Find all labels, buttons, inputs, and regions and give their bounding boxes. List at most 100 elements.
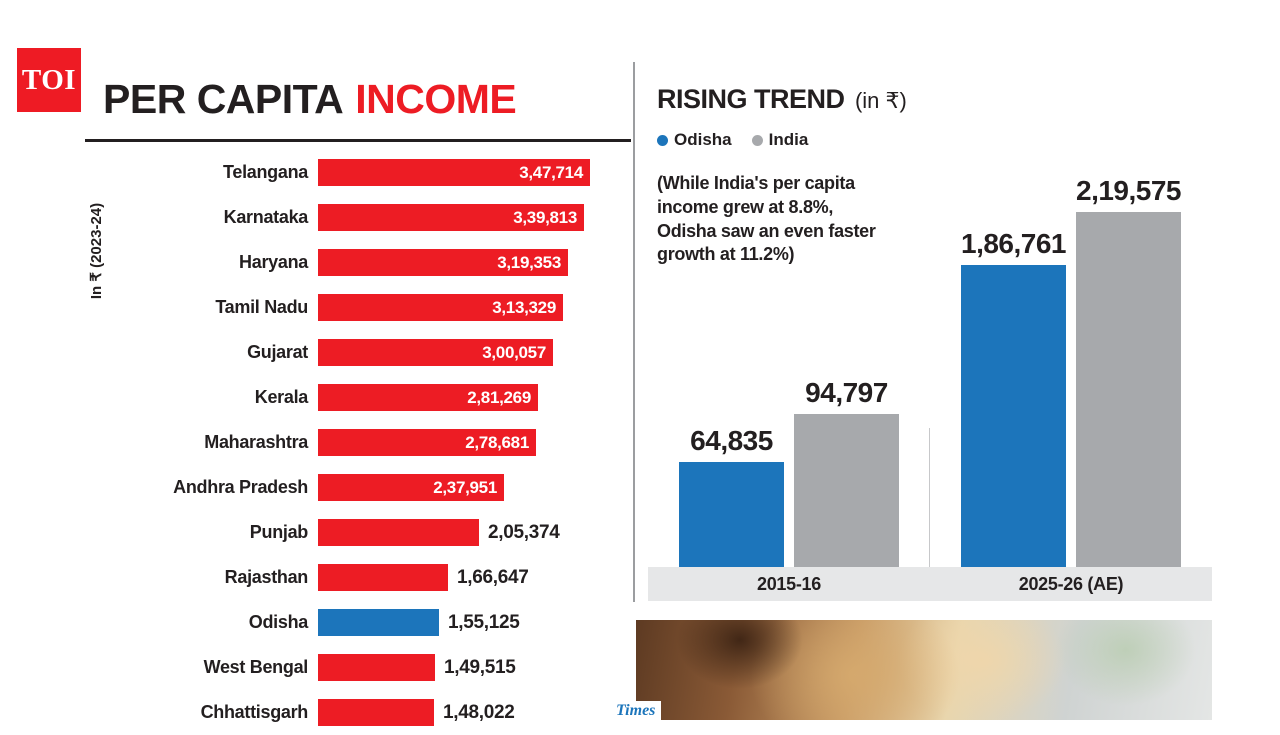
bar-row: Tamil Nadu 3,13,329	[120, 285, 632, 330]
trend-title-unit: (in ₹)	[854, 88, 907, 113]
trend-bar-chart: 64,835 94,797 1,86,761 2,19,575	[648, 150, 1212, 567]
state-label: Odisha	[248, 612, 309, 632]
trend-title: RISING TREND (in ₹)	[657, 84, 907, 115]
bar-track: 1,48,022	[318, 699, 632, 726]
legend-label: India	[768, 130, 809, 149]
state-value: 1,49,515	[444, 656, 516, 678]
infographic: TOI PER CAPITA INCOME In ₹ (2023-24) Tela…	[17, 48, 1212, 726]
trend-group-divider	[929, 428, 930, 600]
state-value: 1,48,022	[443, 701, 515, 723]
trend-bar-column: 2,19,575	[1076, 175, 1182, 567]
state-label: Punjab	[249, 522, 309, 542]
state-label: Chhattisgarh	[200, 702, 309, 722]
state-value: 2,37,951	[433, 477, 497, 497]
state-value: 3,39,813	[513, 207, 577, 227]
bar-track: 2,05,374	[318, 519, 632, 546]
state-bar: 3,47,714	[318, 159, 590, 186]
bar-track: 3,19,353	[318, 249, 632, 276]
bar-row: Telangana 3,47,714	[120, 150, 632, 195]
state-bar: 3,13,329	[318, 294, 563, 321]
state-value: 1,55,125	[448, 611, 520, 633]
state-bar: 3,39,813	[318, 204, 584, 231]
state-value: 3,47,714	[519, 162, 583, 182]
state-value: 2,05,374	[488, 521, 560, 543]
bar-track: 3,47,714	[318, 159, 632, 186]
trend-title-text: RISING TREND	[657, 84, 845, 114]
trend-bar-column: 64,835	[679, 425, 784, 567]
state-value: 3,00,057	[482, 342, 546, 362]
bar-track: 2,78,681	[318, 429, 632, 456]
legend-dot-icon	[657, 134, 668, 146]
state-label: West Bengal	[203, 657, 309, 677]
state-value: 2,81,269	[467, 387, 531, 407]
state-bar: 3,19,353	[318, 249, 568, 276]
legend-label: Odisha	[674, 130, 732, 149]
x-axis-label: 2015-16	[757, 574, 821, 594]
state-label: Andhra Pradesh	[173, 477, 308, 497]
trend-group: 1,86,761 2,19,575	[930, 150, 1212, 567]
bar-track: 1,66,647	[318, 564, 632, 591]
bar-track: 2,81,269	[318, 384, 632, 411]
bar-row: Kerala 2,81,269	[120, 375, 632, 420]
state-label: Tamil Nadu	[215, 297, 308, 317]
bar-row: Andhra Pradesh 2,37,951	[120, 465, 632, 510]
toi-logo: TOI	[17, 48, 81, 112]
y-axis-label: In ₹ (2023-24)	[88, 202, 105, 300]
bar-row: Gujarat 3,00,057	[120, 330, 632, 375]
state-bar: 2,37,951	[318, 474, 504, 501]
state-label: Haryana	[239, 252, 308, 272]
state-value: 1,66,647	[457, 566, 529, 588]
state-label: Telangana	[223, 162, 308, 182]
bar-row: Haryana 3,19,353	[120, 240, 632, 285]
times-watermark: Times	[610, 701, 662, 721]
bar-row: Odisha 1,55,125	[120, 600, 632, 645]
trend-legend: Odisha India	[657, 130, 808, 150]
trend-bar	[961, 265, 1066, 567]
state-bar: 2,78,681	[318, 429, 536, 456]
bar-track: 1,55,125	[318, 609, 632, 636]
trend-value: 64,835	[690, 425, 773, 456]
page-title: PER CAPITA INCOME	[103, 76, 517, 123]
bar-row: Rajasthan 1,66,647	[120, 555, 632, 600]
state-bar	[318, 609, 439, 636]
state-label: Karnataka	[223, 207, 309, 227]
state-value: 2,78,681	[465, 432, 529, 452]
x-axis-label: 2025-26 (AE)	[1018, 574, 1124, 594]
state-bar	[318, 699, 434, 726]
page-title-black: PER CAPITA	[103, 76, 344, 122]
trend-group: 64,835 94,797	[648, 150, 930, 567]
trend-value: 94,797	[805, 377, 888, 408]
bar-row: Karnataka 3,39,813	[120, 195, 632, 240]
trend-bar-column: 1,86,761	[961, 228, 1067, 567]
state-label: Kerala	[254, 387, 309, 407]
bar-track: 3,00,057	[318, 339, 632, 366]
state-bar-chart: Telangana 3,47,714 Karnataka 3,39,813 Haryan…	[120, 150, 632, 735]
trend-x-axis: 2015-16 2025-26 (AE)	[648, 567, 1212, 601]
trend-note: (While India's per capita income grew at…	[657, 173, 876, 265]
trend-bar-column: 94,797	[794, 377, 899, 567]
legend-dot-icon	[751, 134, 763, 146]
bar-track: 1,49,515	[318, 654, 632, 681]
state-label: Rajasthan	[224, 567, 309, 587]
trend-value: 2,19,575	[1076, 175, 1182, 206]
coins-photo	[636, 620, 1212, 720]
bar-track: 3,39,813	[318, 204, 632, 231]
state-label: Gujarat	[247, 342, 308, 362]
legend-item: Odisha	[657, 130, 732, 150]
bar-row: West Bengal 1,49,515	[120, 645, 632, 690]
legend-item: India	[751, 130, 809, 150]
page-title-red: INCOME	[355, 76, 517, 122]
state-bar	[318, 564, 448, 591]
state-bar: 2,81,269	[318, 384, 538, 411]
trend-bar	[794, 414, 899, 567]
state-bar	[318, 654, 435, 681]
bar-track: 2,37,951	[318, 474, 632, 501]
state-value: 3,13,329	[492, 297, 556, 317]
bar-row: Punjab 2,05,374	[120, 510, 632, 555]
state-value: 3,19,353	[497, 252, 561, 272]
bar-row: Maharashtra 2,78,681	[120, 420, 632, 465]
panel-divider	[633, 62, 635, 602]
trend-value: 1,86,761	[961, 228, 1067, 259]
trend-bar	[1076, 212, 1181, 567]
trend-bar	[679, 462, 784, 567]
